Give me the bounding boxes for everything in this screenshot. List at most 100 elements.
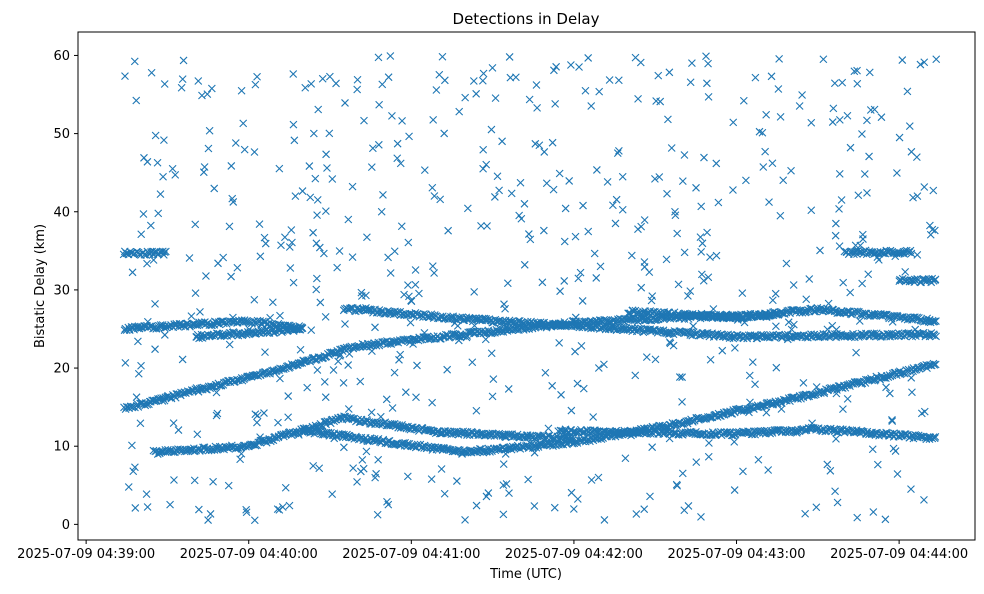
detection-marker [443,365,452,374]
x-tick-label: 2025-07-09 04:39:00 [17,547,155,562]
detection-marker [898,56,907,64]
detection-marker [830,79,839,88]
detection-marker [192,333,201,341]
detection-marker [850,67,859,76]
detection-marker [637,222,646,231]
detection-marker [191,220,200,229]
detection-marker [891,252,900,261]
detection-marker [275,505,284,514]
detection-marker [637,283,646,292]
detection-marker [646,429,655,438]
detection-marker [697,270,706,279]
detection-marker [698,239,707,248]
detection-marker [428,183,437,192]
detection-marker [873,460,882,469]
detection-marker [754,455,763,464]
detection-marker [498,137,506,146]
detection-marker [709,305,718,313]
detection-marker [762,311,771,320]
detection-marker [831,487,839,496]
detection-marker [665,434,674,443]
detection-marker [305,162,314,170]
detection-marker [502,480,511,488]
detection-marker [192,384,201,392]
detection-marker [209,477,217,486]
detection-marker [909,431,917,440]
detection-marker [160,136,168,144]
detection-marker [832,435,840,443]
detection-marker [500,445,509,454]
detection-marker [614,146,623,155]
detection-marker [852,348,860,357]
detection-marker [829,104,838,113]
detection-marker [632,510,641,518]
detection-marker [333,263,342,272]
detection-marker [227,162,236,170]
detection-marker [755,127,764,136]
detection-marker [907,485,915,494]
detection-marker [505,489,513,497]
detection-marker [913,250,922,259]
detection-marker [565,177,574,185]
detection-marker [356,377,365,386]
detection-marker [916,60,925,69]
detection-marker [411,280,420,289]
detection-marker [714,198,723,207]
y-tick-label: 30 [53,283,70,298]
detection-marker [838,384,847,392]
detection-marker [495,186,504,195]
detection-marker [705,439,713,447]
detection-marker [207,382,216,391]
detection-marker [470,287,479,296]
detection-marker [640,216,649,224]
detection-marker [430,192,439,200]
detection-marker [665,328,674,336]
detection-marker [678,397,686,406]
detection-marker [571,347,579,356]
detection-marker [289,278,298,287]
detection-marker [339,433,347,442]
detection-marker [341,320,349,328]
detection-marker [151,345,159,354]
detection-marker [909,193,917,202]
detection-marker [888,415,896,424]
detection-marker [237,86,246,95]
detection-marker [303,383,312,392]
detection-marker [190,476,199,485]
detection-marker [377,207,386,216]
detection-marker [700,153,708,162]
detection-marker [281,233,289,242]
detection-marker [285,501,294,510]
detection-marker [461,93,470,102]
detection-marker [482,160,491,169]
detection-marker [931,360,940,369]
detection-marker [501,304,509,313]
detection-marker [214,259,222,268]
detection-marker [859,235,867,243]
detection-marker [628,428,636,437]
detection-marker [920,407,929,416]
detection-marker [832,389,841,398]
detection-marker [831,231,840,240]
detection-marker [533,104,541,112]
detection-marker [488,392,497,401]
detection-marker [627,431,635,440]
detection-marker [614,76,623,85]
detection-marker [896,313,905,322]
detection-marker [627,251,636,260]
detection-marker [178,355,187,364]
detection-marker [516,178,525,187]
detection-marker [560,277,569,285]
detection-marker [704,273,713,282]
detection-marker [322,150,330,159]
detection-marker [344,405,353,413]
detection-marker [811,424,820,433]
detection-marker [699,276,708,285]
detection-marker [388,404,397,412]
detection-marker [274,323,283,332]
detection-marker [505,53,514,61]
detection-marker [374,140,383,149]
detection-marker [932,55,941,64]
detection-marker [911,325,920,334]
detection-marker [706,253,714,262]
